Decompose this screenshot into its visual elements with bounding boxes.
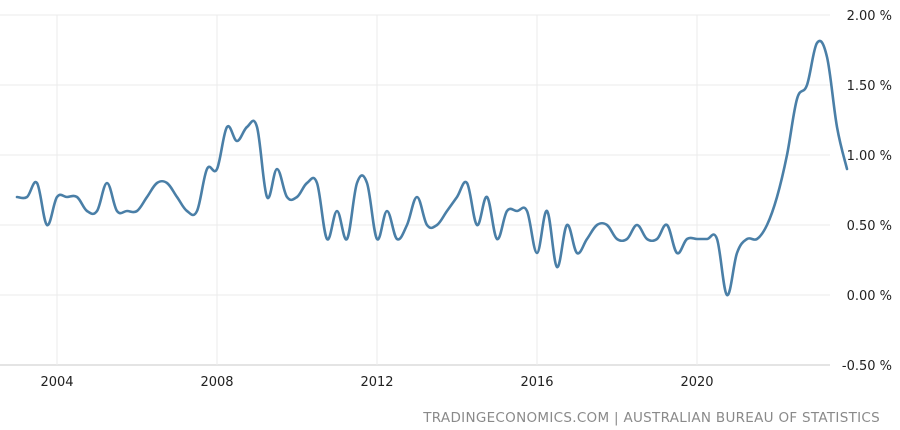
- x-tick-label: 2004: [40, 375, 73, 390]
- x-axis-labels: 2004 2008 2012 2016 2020: [40, 375, 713, 390]
- y-tick-label: 0.00 %: [847, 289, 892, 304]
- grid-lines: [0, 14, 830, 366]
- source-attribution: TRADINGECONOMICS.COM | AUSTRALIAN BUREAU…: [423, 410, 880, 426]
- x-tick-label: 2016: [520, 375, 553, 390]
- x-tick-label: 2008: [200, 375, 233, 390]
- x-tick-label: 2020: [680, 375, 713, 390]
- y-tick-label: 1.00 %: [847, 149, 892, 164]
- y-axis-labels: 2.00 % 1.50 % 1.00 % 0.50 % 0.00 % -0.50 %: [842, 9, 892, 374]
- x-tick-label: 2012: [360, 375, 393, 390]
- y-tick-label: -0.50 %: [842, 359, 892, 374]
- series-line: [15, 39, 849, 297]
- y-tick-label: 1.50 %: [847, 79, 892, 94]
- y-tick-label: 2.00 %: [847, 9, 892, 24]
- y-tick-label: 0.50 %: [847, 219, 892, 234]
